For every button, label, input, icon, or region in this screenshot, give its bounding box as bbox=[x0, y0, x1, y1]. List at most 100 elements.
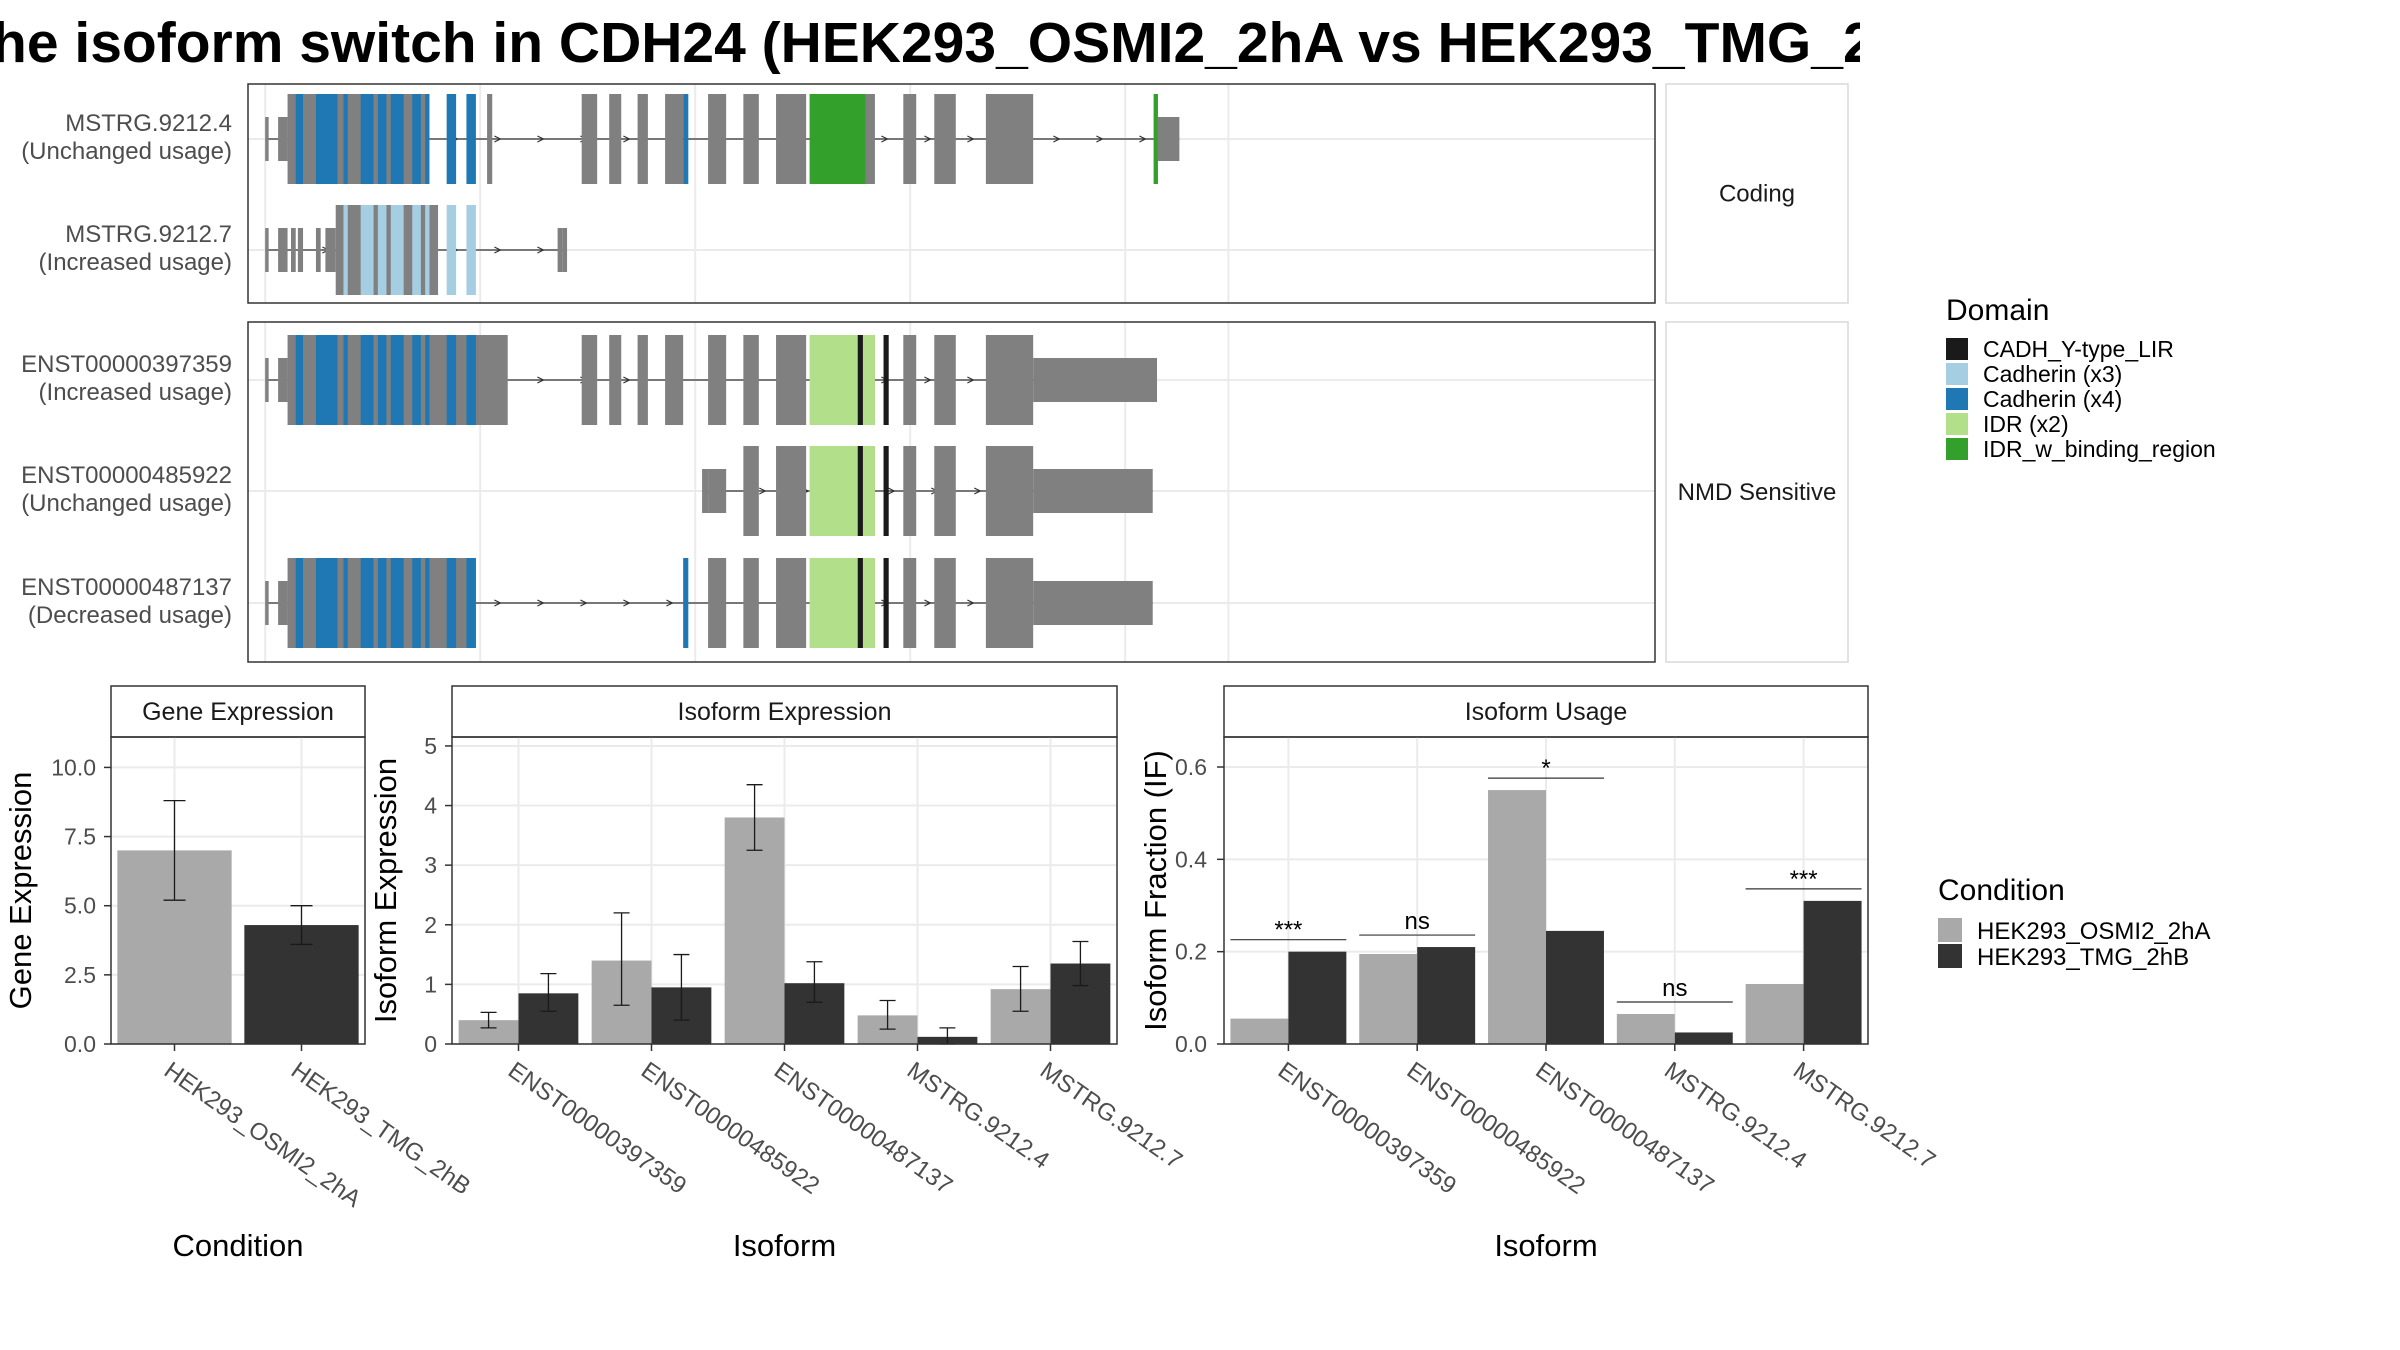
legend-label: Cadherin (x4) bbox=[1983, 386, 2122, 412]
significance-label: *** bbox=[1274, 917, 1302, 944]
chart-border bbox=[1223, 736, 1869, 1045]
y-tick-label: 0.2 bbox=[1175, 939, 1207, 965]
domain-segment bbox=[360, 558, 374, 648]
coding-exon bbox=[581, 94, 598, 184]
coding-exon bbox=[665, 94, 684, 184]
coding-exon bbox=[609, 94, 622, 184]
panel-border bbox=[247, 321, 1656, 663]
direction-arrow bbox=[967, 599, 975, 607]
domain-segment bbox=[377, 205, 387, 295]
legend-label: Cadherin (x3) bbox=[1983, 361, 2122, 387]
coding-exon bbox=[903, 335, 917, 425]
utr-exon bbox=[562, 228, 568, 272]
legend-title: Condition bbox=[1938, 874, 2065, 907]
coding-exon bbox=[776, 446, 807, 536]
utr-exon bbox=[265, 358, 269, 402]
direction-arrow bbox=[623, 135, 631, 143]
direction-arrow bbox=[759, 487, 767, 495]
bar bbox=[1417, 947, 1476, 1044]
coding-exon bbox=[743, 335, 759, 425]
domain-segment bbox=[412, 94, 421, 184]
coding-exon bbox=[934, 446, 956, 536]
facet-label: Coding bbox=[1719, 181, 1795, 208]
coding-exon bbox=[903, 558, 917, 648]
legend-swatch bbox=[1946, 388, 1968, 410]
coding-exon bbox=[934, 94, 956, 184]
utr-exon bbox=[1157, 117, 1180, 161]
domain-segment bbox=[425, 335, 430, 425]
domain-segment bbox=[1153, 94, 1158, 184]
y-tick-label: 2 bbox=[424, 912, 437, 938]
domain-segment bbox=[377, 558, 387, 648]
transcript-ENST00000487137: ENST00000487137(Decreased usage) bbox=[21, 558, 1655, 648]
y-tick-label: 10.0 bbox=[51, 754, 96, 780]
coding-exon bbox=[637, 94, 648, 184]
direction-arrow bbox=[623, 376, 631, 384]
chart-strip bbox=[110, 685, 366, 738]
transcript-label: ENST00000487137 bbox=[21, 574, 232, 601]
utr-exon bbox=[278, 358, 288, 402]
y-tick-label: 0.6 bbox=[1175, 754, 1207, 780]
domain-segment bbox=[883, 446, 889, 536]
domain-segment bbox=[390, 205, 404, 295]
significance-label: *** bbox=[1790, 866, 1818, 893]
error-bar bbox=[540, 973, 557, 1012]
utr-exon bbox=[557, 228, 563, 272]
domain-segment bbox=[809, 446, 875, 536]
domain-segment bbox=[360, 335, 374, 425]
direction-arrow bbox=[924, 599, 932, 607]
transcript-usage-label: (Unchanged usage) bbox=[21, 138, 232, 165]
coding-exon bbox=[708, 335, 727, 425]
utr-exon bbox=[325, 228, 336, 272]
direction-arrow bbox=[537, 135, 545, 143]
utr-exon bbox=[315, 228, 321, 272]
domain-segment bbox=[883, 558, 889, 648]
direction-arrow bbox=[1139, 135, 1147, 143]
x-tick-label: MSTRG.9212.7 bbox=[1035, 1057, 1187, 1175]
coding-exon bbox=[487, 94, 493, 184]
utr-exon bbox=[265, 581, 269, 625]
bar bbox=[1803, 900, 1862, 1044]
domain-segment bbox=[809, 335, 875, 425]
transcript-MSTRG.9212.4: MSTRG.9212.4(Unchanged usage) bbox=[21, 94, 1655, 184]
coding-exon bbox=[776, 94, 807, 184]
direction-arrow bbox=[974, 487, 982, 495]
direction-arrow bbox=[537, 599, 545, 607]
utr-exon bbox=[297, 228, 304, 272]
utr-exon bbox=[708, 469, 727, 513]
legend-swatch bbox=[1946, 438, 1968, 460]
domain-segment bbox=[390, 94, 404, 184]
domain-segment bbox=[412, 205, 421, 295]
direction-arrow bbox=[537, 246, 545, 254]
error-bar bbox=[1012, 965, 1029, 1012]
domain-segment bbox=[360, 94, 374, 184]
domain-segment bbox=[857, 335, 863, 425]
chart-strip bbox=[1223, 685, 1869, 738]
domain-segment bbox=[883, 335, 889, 425]
error-bar bbox=[806, 961, 823, 1003]
legend-label: HEK293_OSMI2_2hA bbox=[1977, 918, 2210, 945]
legend-title: Domain bbox=[1946, 294, 2049, 327]
direction-arrow bbox=[666, 599, 674, 607]
domain-segment bbox=[343, 205, 348, 295]
domain-segment bbox=[343, 335, 348, 425]
coding-exon bbox=[903, 446, 917, 536]
y-tick-label: 0.0 bbox=[64, 1031, 96, 1057]
utr-exon bbox=[291, 228, 296, 272]
error-bar bbox=[879, 999, 896, 1030]
coding-exon bbox=[985, 94, 1034, 184]
facet-label: NMD Sensitive bbox=[1678, 479, 1837, 506]
transcript-usage-label: (Increased usage) bbox=[39, 379, 232, 406]
y-tick-label: 2.5 bbox=[64, 962, 96, 988]
coding-exon bbox=[985, 446, 1034, 536]
domain-segment bbox=[446, 558, 457, 648]
x-axis-label: Isoform bbox=[733, 1228, 836, 1263]
domain-segment bbox=[466, 558, 476, 648]
domain-segment bbox=[315, 94, 338, 184]
chart-border bbox=[110, 736, 366, 1045]
x-axis-label: Isoform bbox=[1494, 1228, 1597, 1263]
coding-exon bbox=[985, 558, 1034, 648]
coding-exon bbox=[865, 94, 875, 184]
utr-exon bbox=[278, 581, 288, 625]
